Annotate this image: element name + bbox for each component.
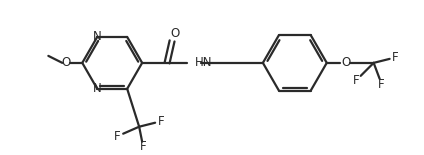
Text: O: O xyxy=(170,27,180,40)
Text: F: F xyxy=(158,115,165,128)
Text: F: F xyxy=(114,130,120,143)
Text: N: N xyxy=(93,30,102,43)
Text: F: F xyxy=(378,78,385,91)
Text: F: F xyxy=(352,74,359,87)
Text: F: F xyxy=(140,140,146,153)
Text: N: N xyxy=(93,82,102,95)
Text: F: F xyxy=(392,51,399,64)
Text: O: O xyxy=(61,56,71,69)
Text: O: O xyxy=(341,56,350,69)
Text: HN: HN xyxy=(195,56,212,69)
